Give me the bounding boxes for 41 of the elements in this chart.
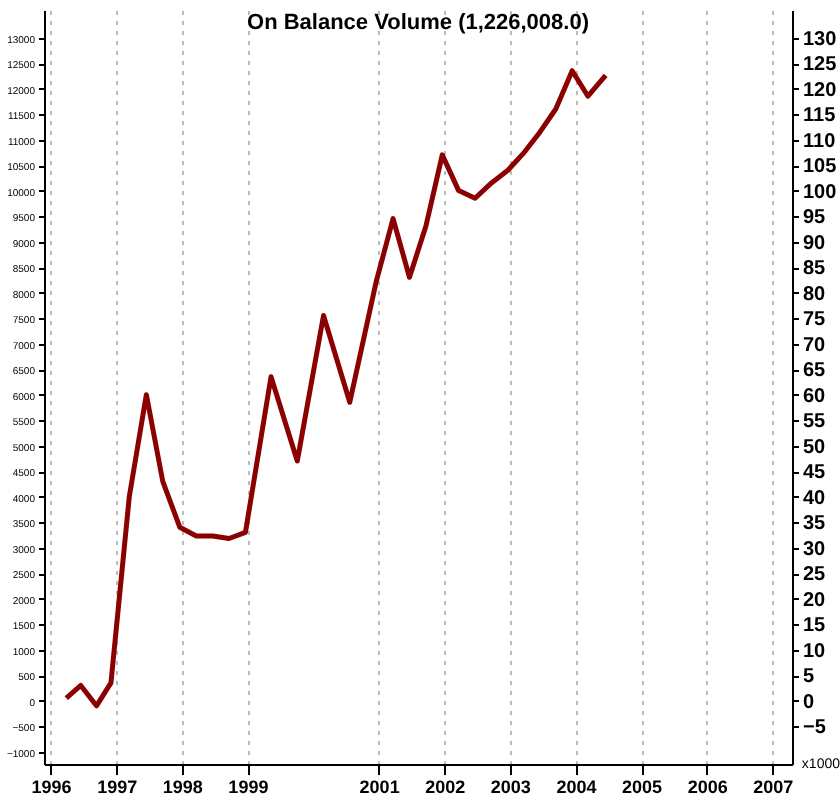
y2-tick-label: 5 xyxy=(803,666,815,689)
x-tick-label: 1998 xyxy=(162,777,203,797)
y2-tick-label: 115 xyxy=(803,105,837,128)
y2-tick-label: 60 xyxy=(803,385,827,408)
y2-tick-label: 90 xyxy=(803,232,827,255)
x-tick-label: 2007 xyxy=(753,777,794,797)
y2-tick-label: 120 xyxy=(803,79,838,102)
y2-tick-label: 0 xyxy=(803,691,815,714)
y2-tick-label: 35 xyxy=(803,513,827,536)
line-series xyxy=(63,68,609,709)
y2-tick-label: 80 xyxy=(803,283,827,306)
y2-tick-label: −5 xyxy=(803,717,827,740)
y2-tick-label: 30 xyxy=(803,538,827,561)
x-tick-label: 2006 xyxy=(687,777,728,797)
y2-tick-label: 10 xyxy=(803,640,827,663)
x-tick-label: 2002 xyxy=(425,777,466,797)
y2-tick-label: 75 xyxy=(803,309,827,332)
y2-tick-label: 20 xyxy=(803,589,827,612)
x-tick-label: 2003 xyxy=(490,777,531,797)
y2-tick-label: 40 xyxy=(803,487,827,510)
y2-tick-label: 125 xyxy=(803,54,838,77)
y2-tick-label: 45 xyxy=(803,462,827,485)
y2-tick-label: 50 xyxy=(803,436,827,459)
x-tick-label: 1997 xyxy=(97,777,138,797)
y2-tick-label: 130 xyxy=(803,28,838,51)
y2-tick-label: 65 xyxy=(803,360,827,383)
y2-tick-label: 105 xyxy=(803,156,838,179)
y2-tick-label: 55 xyxy=(803,411,827,434)
y2-tick-label: 15 xyxy=(803,615,827,638)
chart-title: On Balance Volume (1,226,008.0) xyxy=(247,10,590,35)
x-tick-label: 1996 xyxy=(31,777,72,797)
y2-tick-label: 85 xyxy=(803,258,827,281)
x-tick-label: 2004 xyxy=(556,777,597,797)
y2-tick-label: 70 xyxy=(803,334,827,357)
y2-tick-label: 110 xyxy=(803,130,837,153)
y2-tick-label: 95 xyxy=(803,207,827,230)
x-tick-label: 2005 xyxy=(622,777,663,797)
y2-tick-label: 100 xyxy=(803,181,838,204)
x-tick-label: 2001 xyxy=(359,777,400,797)
x-tick-label: 1999 xyxy=(228,777,269,797)
y2-tick-label: 25 xyxy=(803,564,827,587)
